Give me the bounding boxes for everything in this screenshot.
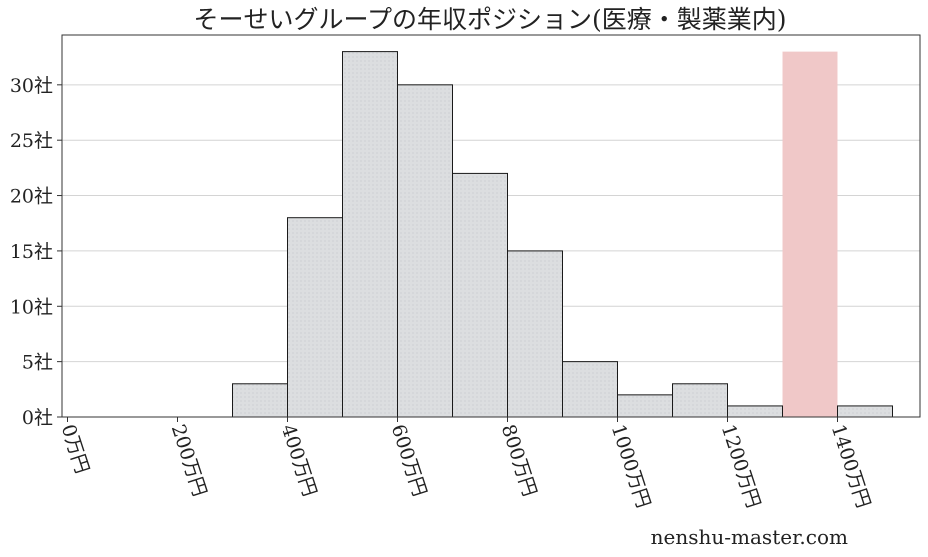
bar-texture (232, 383, 288, 417)
histogram-bar (232, 383, 288, 418)
y-tick-label: 25社 (10, 130, 53, 152)
y-tick-label: 20社 (10, 186, 53, 208)
x-tick-label: 1200万円 (717, 422, 765, 511)
x-axis-ticks: 0万円 200万円 400万円 600万円 800万円 1000万円 1200万円 1400万… (57, 417, 875, 511)
x-tick-label: 800万円 (497, 422, 541, 499)
watermark-text: nenshu-master.com (651, 525, 848, 549)
histogram-bar (342, 51, 398, 418)
bar-texture (452, 173, 508, 417)
x-tick-label: 200万円 (167, 422, 211, 499)
histogram-bar (452, 172, 508, 418)
y-tick-label: 10社 (10, 296, 53, 318)
x-tick-label: 600万円 (387, 422, 431, 499)
highlight-layer (782, 51, 838, 417)
bar-texture (837, 405, 893, 417)
x-tick-label: 1000万円 (607, 422, 655, 511)
plot-frame (61, 34, 921, 418)
histogram-bar (507, 250, 563, 418)
y-axis-ticks: 0社 5社 10社 15社 20社 25社 30社 (10, 75, 62, 429)
histogram-bar (287, 217, 343, 418)
x-tick-label: 400万円 (277, 422, 321, 499)
histogram-bar (397, 84, 453, 418)
y-tick-label: 30社 (10, 75, 53, 97)
bar-texture (562, 361, 618, 417)
x-tick-label: 0万円 (57, 422, 93, 476)
histogram-bar (672, 383, 728, 418)
y-tick-label: 15社 (10, 241, 53, 263)
bar-texture (287, 217, 343, 417)
y-tick-label: 5社 (22, 352, 53, 374)
bar-texture (672, 383, 728, 417)
bar-texture (507, 250, 563, 417)
histogram-bar (837, 405, 893, 418)
bar-texture (727, 405, 783, 417)
histogram-bar (562, 361, 618, 418)
chart-title: そーせいグループの年収ポジション(医療・製薬業内) (193, 5, 786, 34)
bars (232, 51, 893, 418)
x-tick-label: 1400万円 (827, 422, 875, 511)
bar-texture (397, 84, 453, 418)
highlight-bar (782, 51, 838, 417)
bar-texture (342, 51, 398, 417)
bar-texture (617, 394, 673, 417)
y-tick-label: 0社 (22, 407, 53, 429)
histogram-bar (617, 394, 673, 418)
histogram-bar (727, 405, 783, 418)
